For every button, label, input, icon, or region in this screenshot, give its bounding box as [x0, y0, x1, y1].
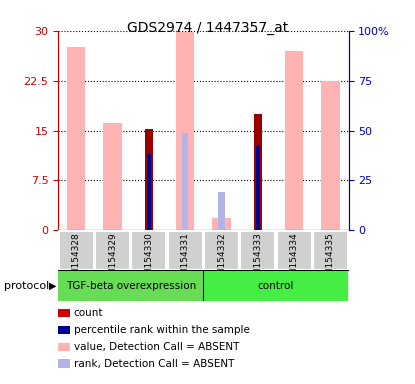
Text: GSM154335: GSM154335: [326, 232, 335, 287]
FancyBboxPatch shape: [204, 231, 239, 270]
Text: protocol: protocol: [4, 281, 49, 291]
FancyBboxPatch shape: [168, 231, 203, 270]
Text: percentile rank within the sample: percentile rank within the sample: [74, 325, 250, 335]
Bar: [254, 114, 262, 230]
Text: rank, Detection Call = ABSENT: rank, Detection Call = ABSENT: [74, 359, 234, 369]
Bar: [67, 47, 85, 230]
Text: count: count: [74, 308, 103, 318]
FancyBboxPatch shape: [59, 231, 94, 270]
Bar: [212, 218, 231, 230]
Bar: [321, 81, 339, 230]
Text: control: control: [258, 281, 294, 291]
Bar: [103, 122, 122, 230]
FancyBboxPatch shape: [59, 271, 203, 301]
Text: GSM154333: GSM154333: [253, 232, 262, 287]
Text: ▶: ▶: [49, 281, 56, 291]
FancyBboxPatch shape: [313, 231, 348, 270]
Text: value, Detection Call = ABSENT: value, Detection Call = ABSENT: [74, 342, 239, 352]
Bar: [145, 129, 153, 230]
Text: GSM154334: GSM154334: [290, 232, 299, 287]
Text: GSM154328: GSM154328: [72, 232, 81, 287]
Text: GSM154332: GSM154332: [217, 232, 226, 287]
Text: GSM154329: GSM154329: [108, 232, 117, 287]
FancyBboxPatch shape: [240, 231, 275, 270]
FancyBboxPatch shape: [95, 231, 130, 270]
Text: GSM154330: GSM154330: [144, 232, 154, 287]
Bar: [285, 51, 303, 230]
Bar: [147, 154, 151, 230]
Text: GSM154331: GSM154331: [181, 232, 190, 287]
Text: TGF-beta overexpression: TGF-beta overexpression: [66, 281, 196, 291]
FancyBboxPatch shape: [132, 231, 166, 270]
Bar: [218, 192, 225, 230]
FancyBboxPatch shape: [277, 231, 312, 270]
Bar: [256, 145, 260, 230]
Bar: [182, 132, 188, 230]
Bar: [176, 32, 194, 230]
FancyBboxPatch shape: [204, 271, 348, 301]
Text: GDS2974 / 1447357_at: GDS2974 / 1447357_at: [127, 21, 288, 35]
